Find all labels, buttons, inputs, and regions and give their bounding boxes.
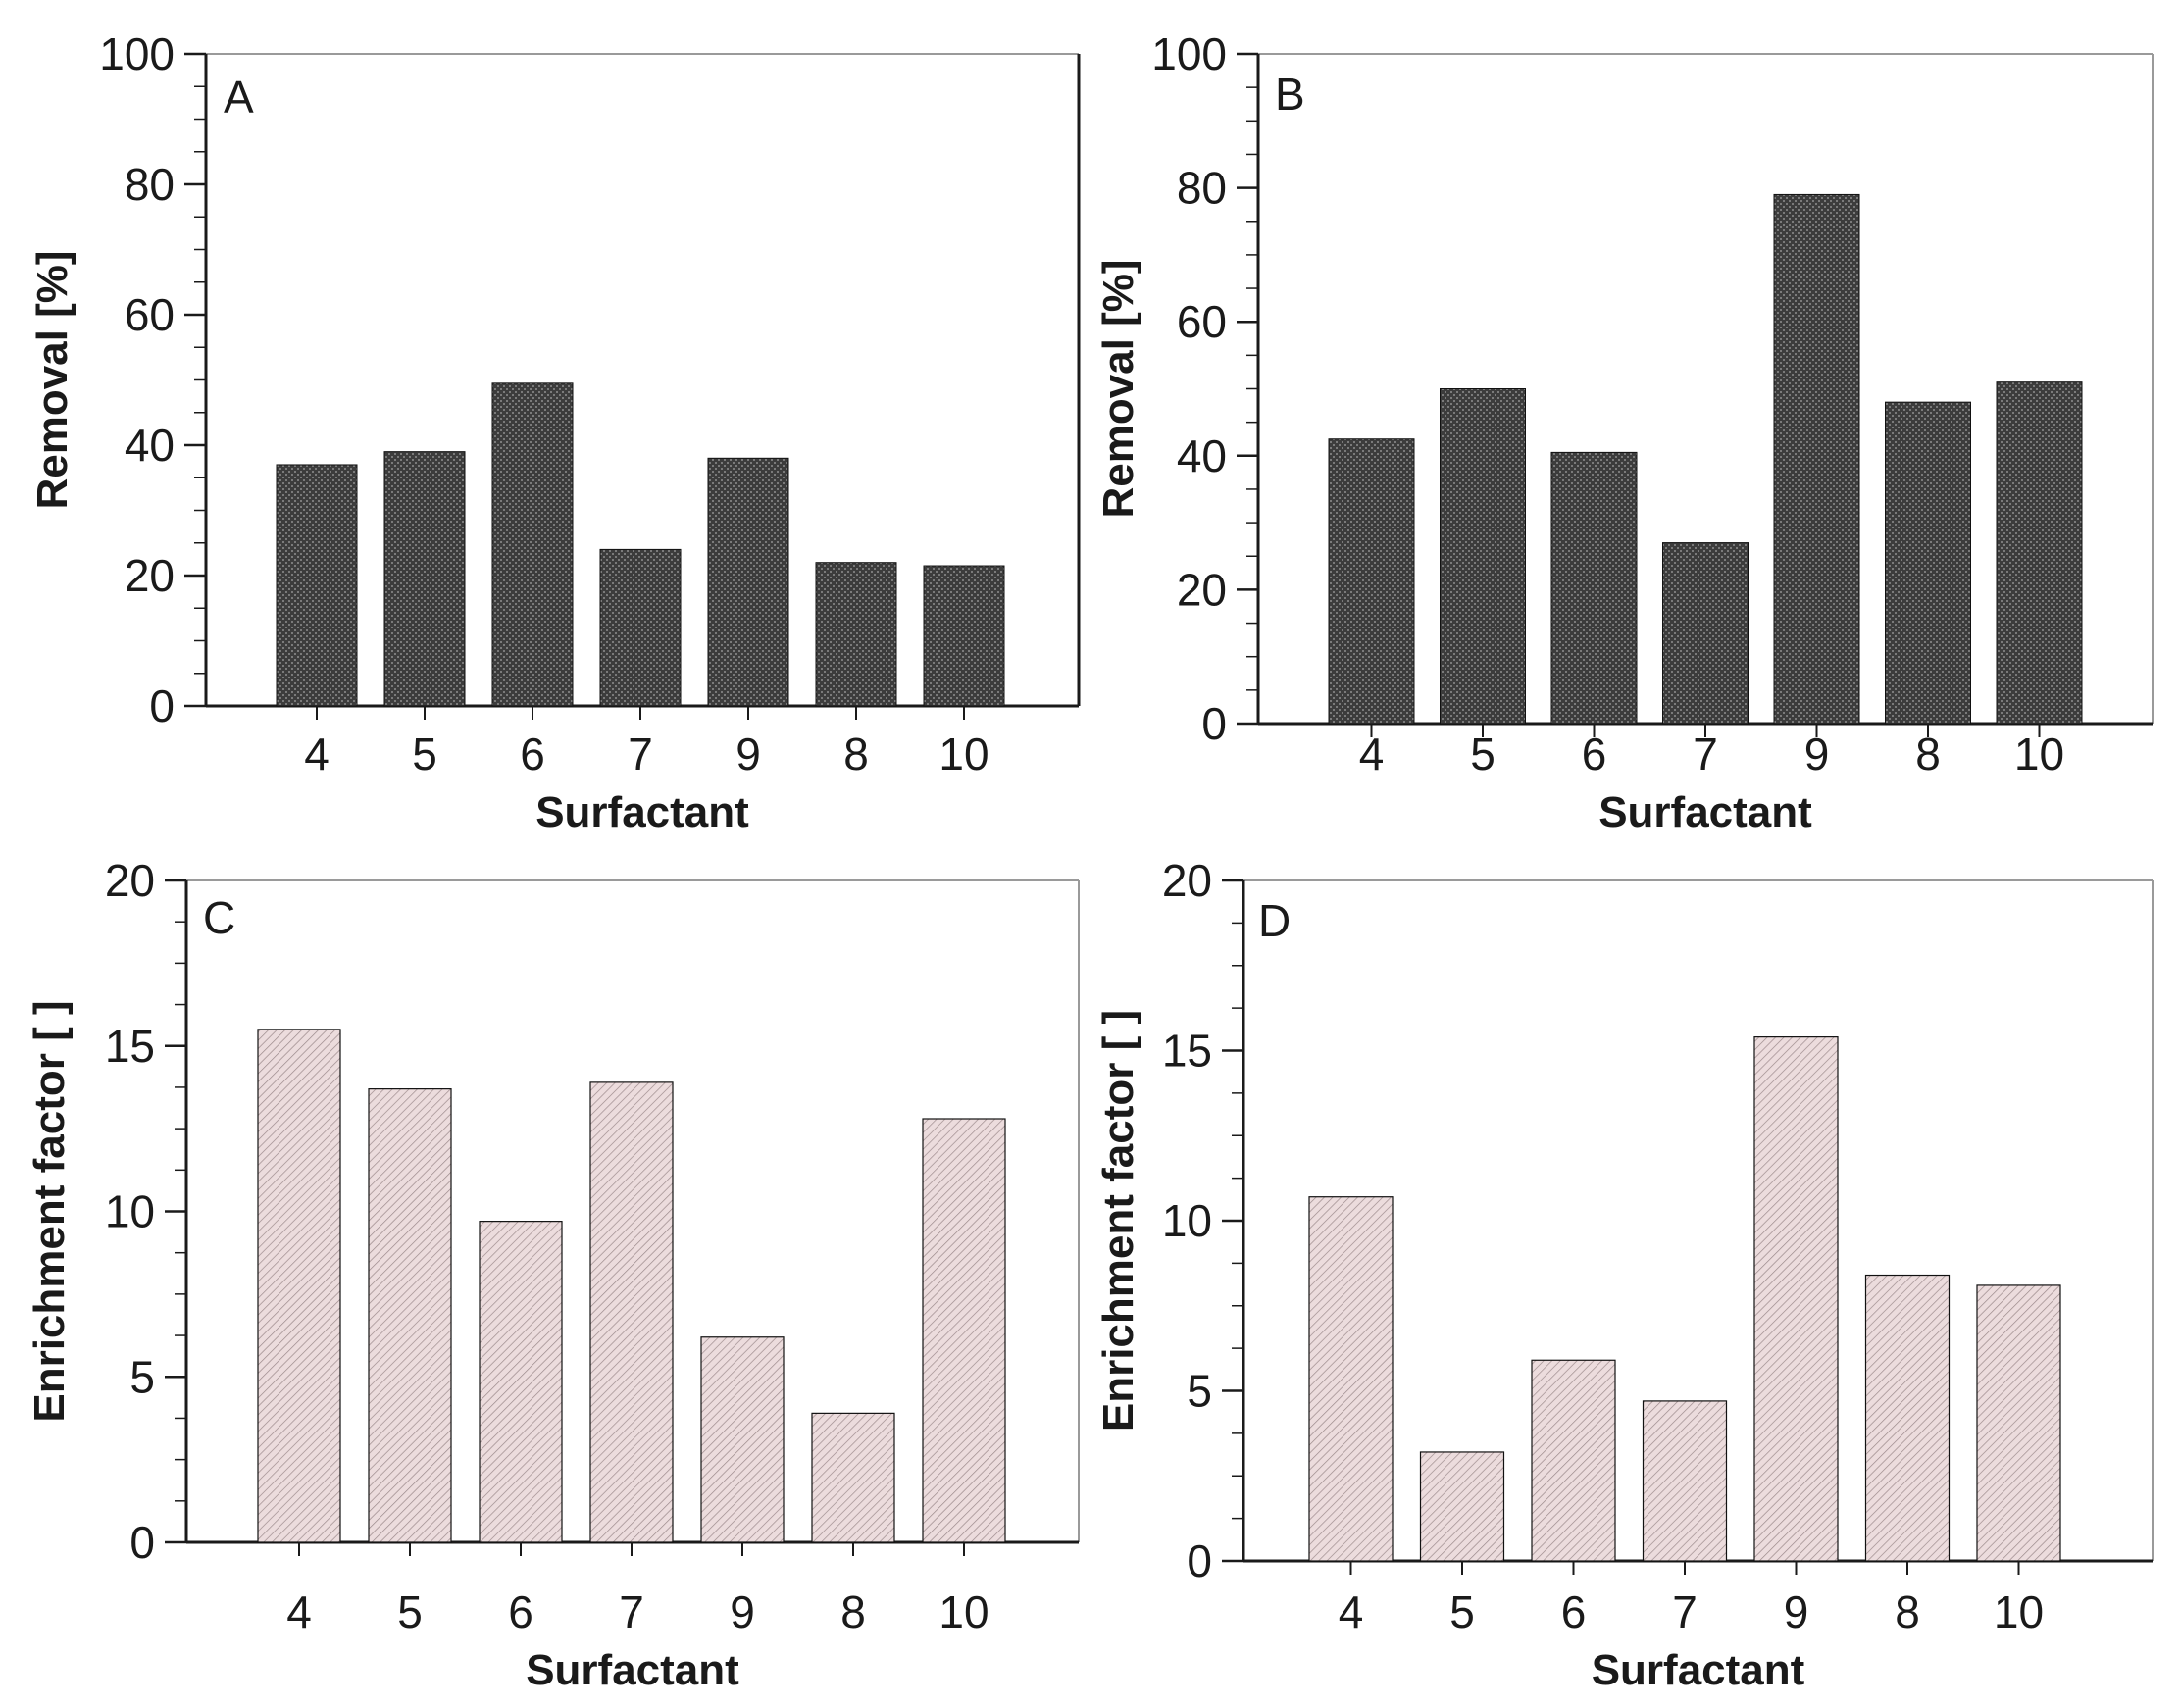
bar-10 [1996,381,2083,725]
y-tick-label: 60 [125,289,175,340]
x-tick-label: 5 [412,728,437,779]
y-tick-label: 40 [1177,430,1227,481]
y-axis-label: Removal [%] [1094,259,1142,518]
x-tick-label: 4 [1359,728,1385,779]
chart-panel-d: 0 5 10 15 20 4 5 6 7 9 8 10 Surfactant Enrichment fac… [1094,855,2154,1694]
x-tick-label: 4 [286,1586,312,1637]
x-tick-label: 5 [397,1586,423,1637]
x-tick-label: 6 [520,728,545,779]
y-tick-label: 5 [129,1351,155,1402]
y-tick-label: 5 [1187,1366,1212,1417]
panel-letter: A [224,72,254,123]
x-axis-label: Surfactant [1598,788,1812,836]
y-tick-label: 0 [129,1517,155,1568]
x-tick-label: 10 [1994,1586,2044,1637]
bar-9 [1773,193,1860,725]
panel-letter: D [1258,895,1291,946]
bar-5 [383,451,466,707]
y-tick-label: 100 [1151,28,1227,79]
bar-5 [1419,1451,1505,1562]
bar-6 [1531,1359,1616,1562]
bar-10 [922,1118,1006,1543]
y-axis-label: Enrichment factor [ ] [25,1000,74,1422]
y-tick-label: 15 [1162,1026,1212,1077]
x-tick-label: 6 [1561,1586,1587,1637]
x-tick-label: 6 [508,1586,533,1637]
x-tick-label: 10 [938,1586,989,1637]
x-tick-label: 8 [1895,1586,1920,1637]
y-tick-label: 10 [1162,1195,1212,1246]
y-tick-label: 40 [125,420,175,471]
bar-9 [700,1336,785,1543]
chart-panel-b: 0 20 40 60 80 100 4 5 6 7 9 8 10 Surfactant Removal [%… [1094,28,2154,836]
y-tick-label: 20 [1177,564,1227,615]
y-tick-label: 20 [105,855,155,906]
bar-6 [479,1221,563,1543]
bar-10 [1976,1284,2061,1562]
x-tick-label: 9 [730,1586,755,1637]
bar-7 [589,1081,674,1543]
x-axis-label: Surfactant [1592,1646,1805,1694]
bar-8 [811,1412,895,1543]
y-tick-label: 20 [125,550,175,601]
y-tick-label: 0 [1201,698,1227,749]
bar-4 [1308,1196,1394,1562]
x-axis-label: Surfactant [526,1646,739,1694]
x-tick-label: 7 [1672,1586,1698,1637]
x-tick-label: 9 [1784,1586,1809,1637]
panel-letter: B [1275,69,1305,120]
y-tick-label: 0 [1187,1535,1212,1586]
x-tick-label: 8 [840,1586,866,1637]
y-tick-label: 10 [105,1186,155,1237]
y-tick-label: 80 [1177,163,1227,214]
bar-7 [1662,542,1749,725]
x-tick-label: 8 [843,728,869,779]
x-tick-label: 7 [619,1586,644,1637]
x-tick-label: 4 [304,728,330,779]
y-tick-label: 15 [105,1021,155,1072]
y-tick-label: 0 [149,680,175,731]
bar-8 [1885,401,1971,725]
bar-7 [1642,1400,1728,1562]
x-tick-label: 7 [628,728,653,779]
x-tick-label: 5 [1449,1586,1475,1637]
x-axis-label: Surfactant [535,788,749,836]
x-tick-label: 10 [2014,728,2064,779]
bar-9 [707,457,789,707]
bar-9 [1753,1036,1839,1562]
bar-8 [815,562,897,707]
bar-5 [368,1088,452,1543]
x-tick-label: 7 [1693,728,1718,779]
x-tick-label: 8 [1915,728,1941,779]
bar-5 [1440,388,1526,725]
x-tick-label: 6 [1582,728,1607,779]
y-tick-label: 20 [1162,855,1212,906]
chart-panel-c: 0 5 10 15 20 4 5 6 7 9 8 10 Surfactant Enrichment fac… [25,855,1080,1694]
panel-letter: C [203,892,235,943]
y-axis-label: Enrichment factor [ ] [1094,1010,1142,1432]
bar-4 [257,1029,341,1543]
x-tick-label: 10 [938,728,989,779]
bar-10 [923,565,1005,707]
x-tick-label: 9 [735,728,761,779]
bar-8 [1864,1274,1951,1562]
y-tick-label: 100 [99,28,175,79]
x-tick-label: 4 [1339,1586,1364,1637]
y-tick-label: 80 [125,159,175,210]
bar-7 [599,548,682,707]
bar-6 [1550,451,1638,725]
bar-6 [491,382,574,707]
y-tick-label: 60 [1177,296,1227,347]
x-tick-label: 9 [1804,728,1830,779]
bar-4 [276,464,358,707]
x-tick-label: 5 [1470,728,1496,779]
bar-4 [1328,438,1415,725]
y-axis-label: Removal [%] [28,250,76,509]
chart-panel-a: 0 20 40 60 80 100 4 5 6 7 9 8 10 Surfactant Removal [%… [28,28,1081,836]
